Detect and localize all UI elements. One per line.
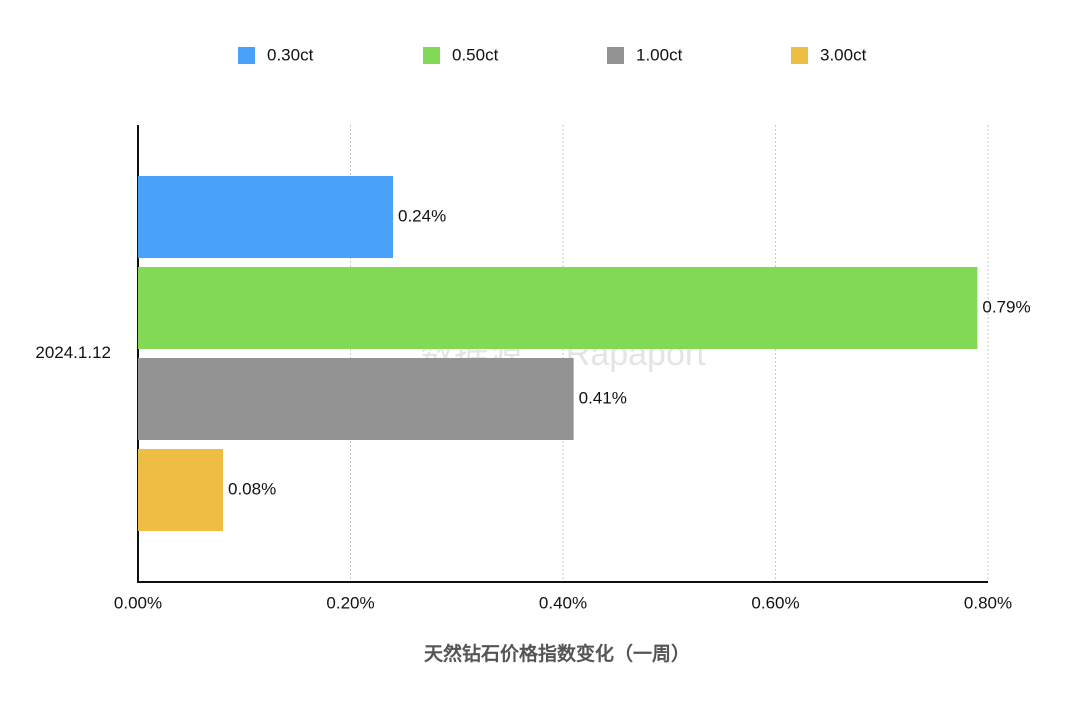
bar <box>138 176 393 258</box>
legend-label: 3.00ct <box>820 45 867 64</box>
y-tick-label: 2024.1.12 <box>35 343 111 362</box>
legend-swatch <box>791 47 808 64</box>
data-label: 0.24% <box>398 206 446 225</box>
legend-label: 0.30ct <box>267 45 314 64</box>
data-label: 0.08% <box>228 479 276 498</box>
x-tick-label: 0.60% <box>751 593 799 612</box>
legend-swatch <box>607 47 624 64</box>
x-tick-label: 0.80% <box>964 593 1012 612</box>
bar <box>138 449 223 531</box>
legend-label: 0.50ct <box>452 45 499 64</box>
legend-swatch <box>423 47 440 64</box>
x-axis-title: 天然钻石价格指数变化（一周） <box>424 642 690 665</box>
data-label: 0.79% <box>982 297 1030 316</box>
x-tick-label: 0.40% <box>539 593 587 612</box>
legend-swatch <box>238 47 255 64</box>
x-tick-label: 0.00% <box>114 593 162 612</box>
data-label: 0.41% <box>579 388 627 407</box>
bar <box>138 358 574 440</box>
bar <box>138 267 978 349</box>
legend-label: 1.00ct <box>636 45 683 64</box>
x-tick-label: 0.20% <box>326 593 374 612</box>
